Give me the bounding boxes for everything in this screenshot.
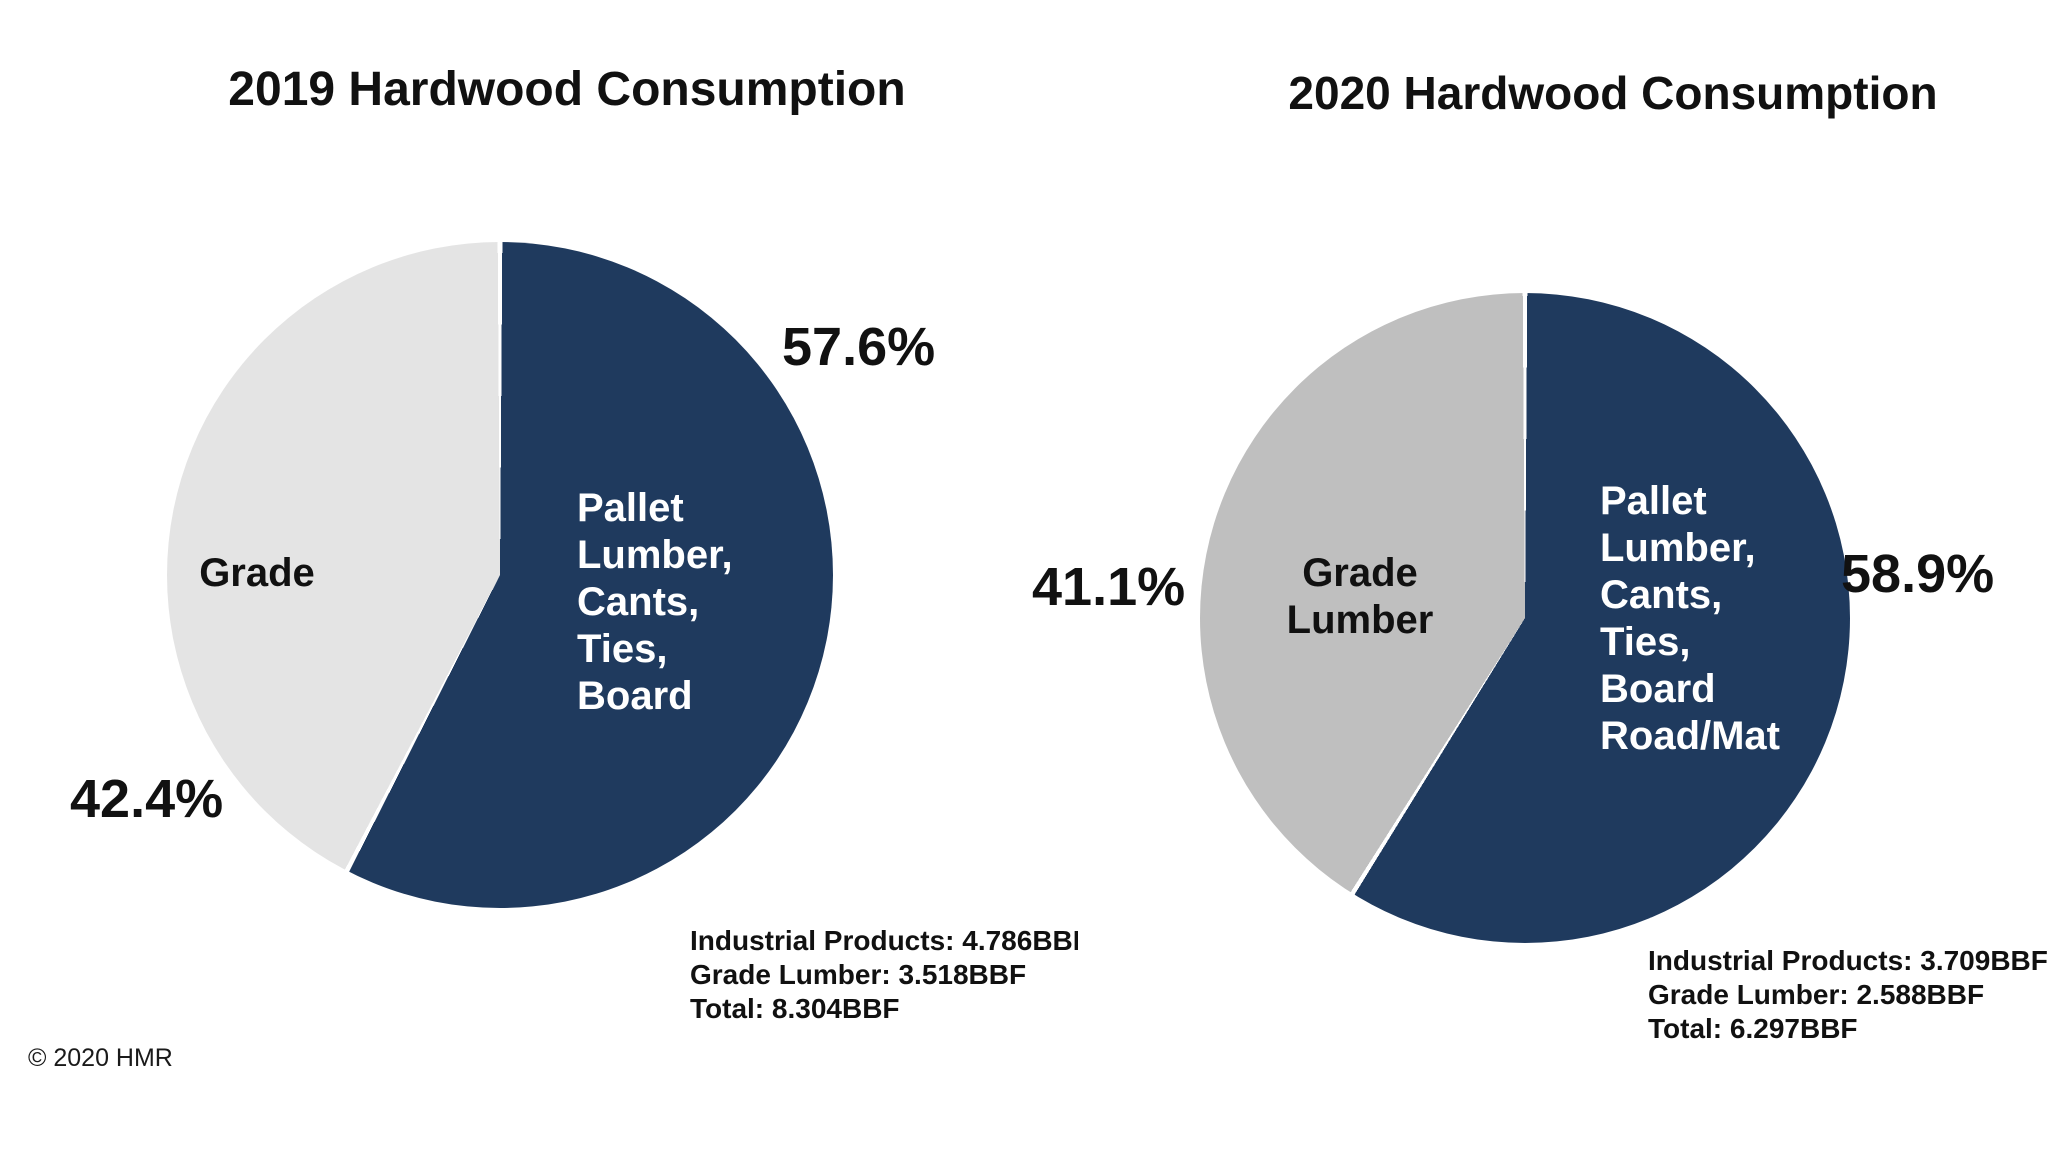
- stats-2019-line1-clipped-char: F: [1073, 924, 1078, 958]
- pie-2020-grade-pct-label: 41.1%: [1032, 557, 1186, 617]
- chart-2020-title: 2020 Hardwood Consumption: [1288, 67, 1938, 119]
- pie-2020-industrial-slice-label: Pallet Lumber, Cants, Ties, Board Road/M…: [1600, 479, 1780, 758]
- stats-2019-line2: Grade Lumber: 3.518BBF: [690, 959, 1027, 990]
- pie-2019-grade-pct-label: 42.4%: [70, 769, 224, 829]
- stats-2020-line3: Total: 6.297BBF: [1648, 1013, 1858, 1044]
- pie-2020-industrial-pct-label: 58.9%: [1841, 544, 1995, 604]
- chart-2020-stats: Industrial Products: 3.709BBF Grade Lumb…: [1648, 944, 2048, 1046]
- pie-2020: [1200, 293, 1850, 943]
- pie-2019: [167, 242, 833, 908]
- stats-2019-line1: Industrial Products: 4.786BBF: [690, 924, 1078, 958]
- stats-2020-line1: Industrial Products: 3.709BBF: [1648, 945, 2048, 976]
- stats-2019-line1-text: Industrial Products: 4.786BB: [690, 925, 1073, 956]
- stats-2019-line3: Total: 8.304BBF: [690, 993, 900, 1024]
- stats-2020-line2: Grade Lumber: 2.588BBF: [1648, 979, 1985, 1010]
- pie-2019-grade-slice-label: Grade: [199, 551, 315, 595]
- chart-2019-title: 2019 Hardwood Consumption: [228, 63, 906, 116]
- chart-2019-stats: Industrial Products: 4.786BBF Grade Lumb…: [690, 924, 1078, 1026]
- pie-2019-industrial-slice-label: Pallet Lumber, Cants, Ties, Board: [577, 486, 733, 718]
- chart-2020: 2020 Hardwood Consumption 41.1% 58.9% Gr…: [1024, 0, 2048, 1152]
- pie-2020-grade-slice-label: Grade Lumber: [1286, 551, 1434, 642]
- copyright-text: © 2020 HMR: [28, 1044, 173, 1072]
- pie-2019-industrial-pct-label: 57.6%: [782, 317, 936, 377]
- chart-2019: 2019 Hardwood Consumption 57.6% 42.4% Gr…: [70, 63, 1078, 1024]
